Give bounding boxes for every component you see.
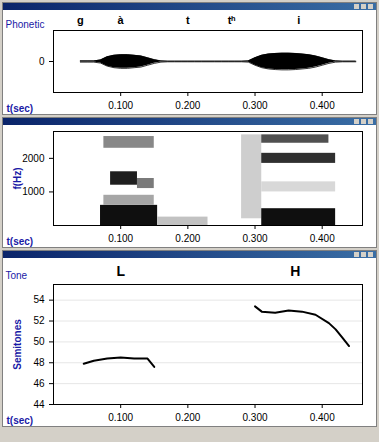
svg-text:0.400: 0.400 [310, 100, 335, 111]
svg-text:48: 48 [33, 357, 45, 368]
svg-text:t: t [186, 14, 190, 26]
svg-text:à: à [118, 14, 125, 26]
svg-text:H: H [290, 263, 300, 279]
svg-text:0.300: 0.300 [243, 233, 268, 244]
svg-text:1000: 1000 [22, 186, 45, 197]
svg-text:i: i [297, 14, 300, 26]
svg-text:0.100: 0.100 [108, 100, 133, 111]
svg-text:0.300: 0.300 [243, 100, 268, 111]
svg-text:50: 50 [33, 336, 45, 347]
svg-text:0.400: 0.400 [310, 412, 335, 423]
svg-text:f(Hz): f(Hz) [12, 167, 23, 189]
svg-text:0: 0 [39, 56, 45, 67]
svg-text:t(sec): t(sec) [7, 236, 34, 247]
svg-text:52: 52 [33, 315, 45, 326]
svg-text:g: g [77, 14, 84, 26]
svg-text:0.200: 0.200 [175, 412, 200, 423]
svg-text:Tone: Tone [6, 270, 28, 281]
svg-text:0.200: 0.200 [175, 100, 200, 111]
svg-text:t(sec): t(sec) [7, 415, 34, 426]
svg-text:0.400: 0.400 [310, 233, 335, 244]
svg-text:Phonetic: Phonetic [6, 19, 45, 30]
svg-text:t(sec): t(sec) [7, 103, 34, 114]
svg-text:46: 46 [33, 378, 45, 389]
svg-text:2000: 2000 [22, 153, 45, 164]
svg-text:0.100: 0.100 [108, 412, 133, 423]
svg-text:54: 54 [33, 294, 45, 305]
svg-text:44: 44 [33, 399, 45, 410]
svg-text:0.100: 0.100 [108, 233, 133, 244]
svg-text:tʰ: tʰ [228, 14, 236, 26]
svg-text:L: L [116, 263, 125, 279]
svg-text:Semitones: Semitones [12, 319, 23, 370]
svg-text:0.200: 0.200 [175, 233, 200, 244]
svg-text:0.300: 0.300 [243, 412, 268, 423]
